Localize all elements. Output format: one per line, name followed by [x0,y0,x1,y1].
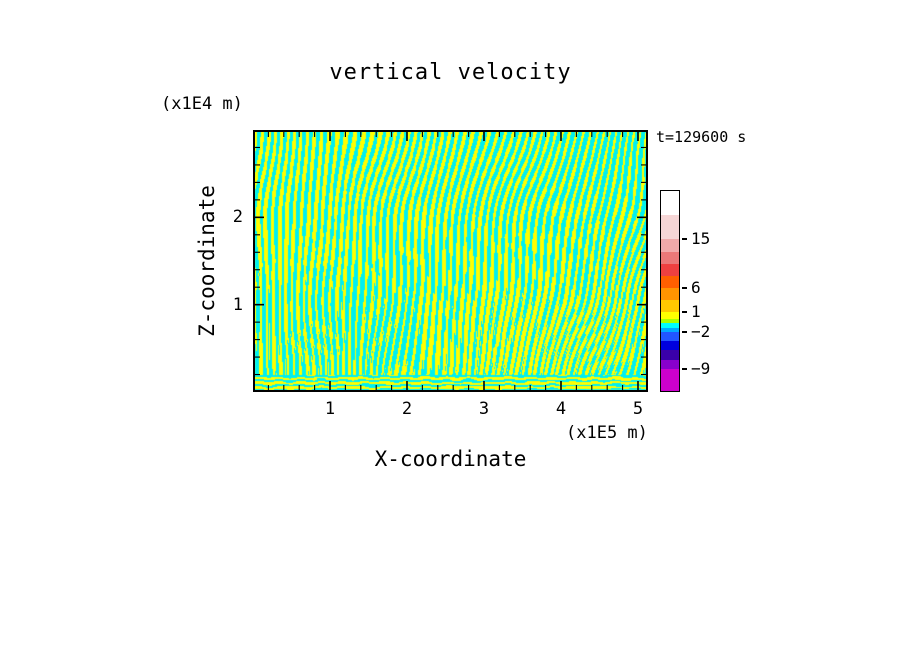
colorbar-bar [660,190,680,392]
velocity-field-canvas [253,130,648,392]
colorbar-tick-label: 1 [691,302,701,321]
x-tick-label: 2 [401,399,413,419]
y-tick-label: 2 [232,207,243,228]
colorbar-segment [661,264,679,276]
colorbar-segment [661,332,679,341]
colorbar-segment [661,252,679,264]
colorbar-segment [661,191,679,215]
colorbar-tick [682,331,687,333]
colorbar-segment [661,369,679,391]
x-tick-label: 4 [555,399,567,419]
plot-frame [253,130,648,392]
colorbar-segment [661,350,679,360]
colorbar-tick-label: −9 [691,359,711,378]
colorbar-segment [661,215,679,239]
colorbar: 15 6 1 −2 −9 [660,190,740,392]
x-axis-units: (x1E5 m) [566,423,648,443]
colorbar-segment [661,323,679,328]
x-tick-label: 5 [632,399,644,419]
colorbar-tick [682,238,687,240]
colorbar-segment [661,239,679,252]
x-tick-label: 3 [478,399,490,419]
x-tick-label: 1 [324,399,336,419]
colorbar-tick [682,368,687,370]
colorbar-tick [682,311,687,313]
time-annotation: t=129600 s [656,128,747,146]
plot-area [253,130,648,392]
colorbar-tick-label: 6 [691,278,701,297]
colorbar-segment [661,360,679,369]
colorbar-tick [682,287,687,289]
colorbar-segment [661,288,679,300]
colorbar-tick-label: 15 [691,229,711,248]
colorbar-segment [661,341,679,350]
colorbar-segment [661,312,679,319]
chart-title: vertical velocity [329,60,572,85]
colorbar-segment [661,319,679,323]
colorbar-segment [661,328,679,332]
x-axis-label: X-coordinate [374,447,527,471]
colorbar-tick-label: −2 [691,322,711,341]
colorbar-segment [661,300,679,312]
y-axis-units: (x1E4 m) [161,94,243,114]
y-tick-label: 1 [232,294,243,315]
colorbar-segment [661,276,679,288]
